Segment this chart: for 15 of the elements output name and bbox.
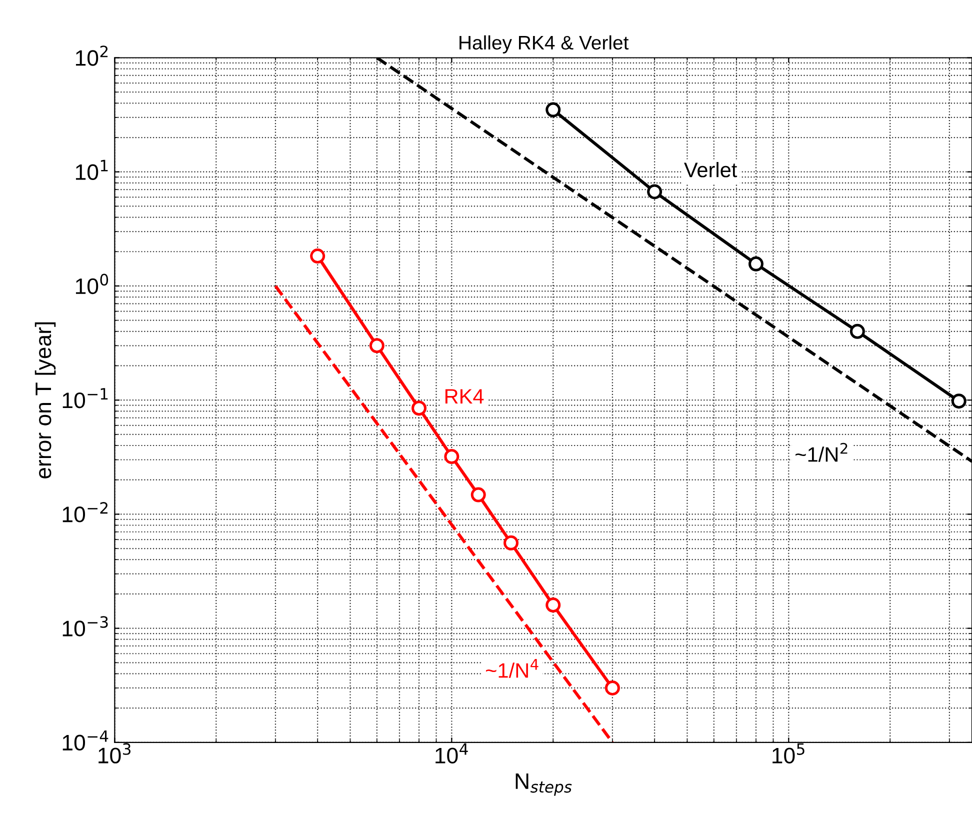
y-tick-label: 10$^{1}$ [76,160,108,180]
x-tick-label: 10$^{4}$ [436,743,468,764]
series-label: Verlet [684,162,738,178]
y-axis-title: error on T [year] [34,322,56,478]
y-tick-label: 10$^{−1}$ [62,388,108,408]
y-tick-label: 10$^{0}$ [76,274,108,294]
chart-title: Halley RK4 & Verlet [460,35,629,54]
series-label: RK4 [445,389,484,404]
x-axis-title: N$_{steps}$ [516,774,572,796]
x-tick-label: 10$^{5}$ [772,743,804,764]
series-label: ~1/N$^{4}$ [486,659,538,678]
y-tick-label: 10$^{2}$ [76,46,108,66]
text: ~1/N$^{2}$ [796,442,848,462]
y-tick-label: 10$^{−2}$ [62,502,108,522]
y-tick-label: 10$^{−3}$ [62,616,108,636]
